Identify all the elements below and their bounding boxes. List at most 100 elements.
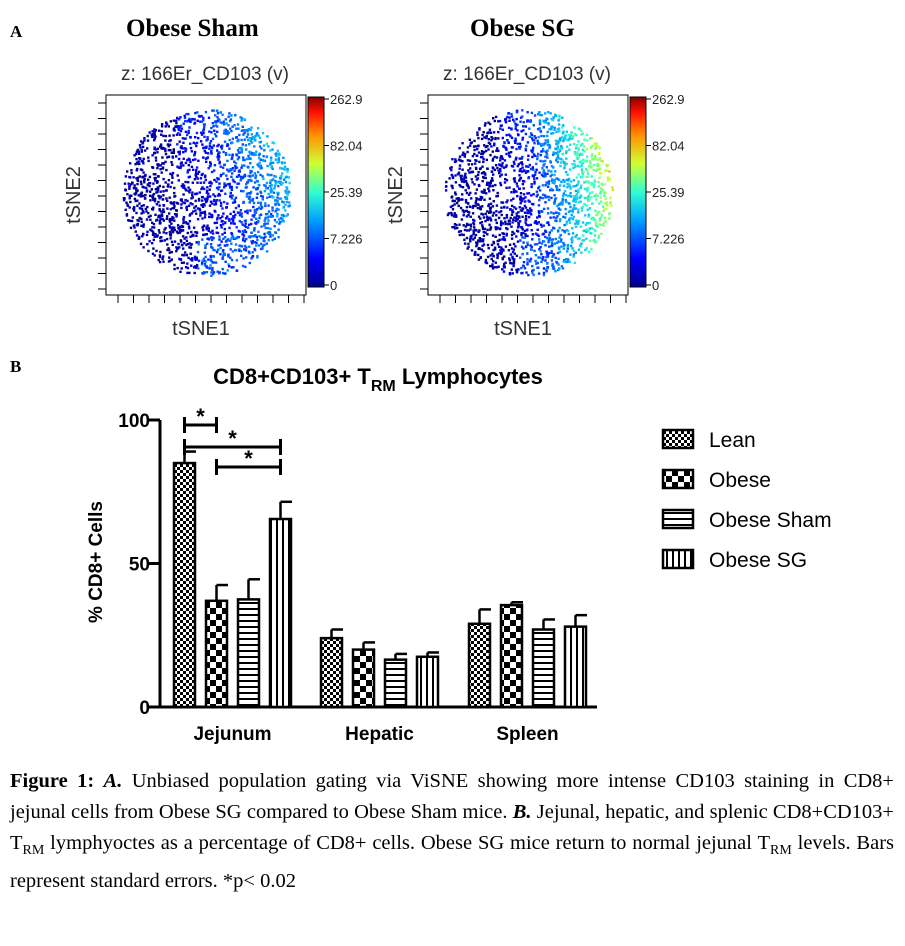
tsne-point xyxy=(168,217,172,221)
tsne-point xyxy=(200,131,203,134)
tsne-point xyxy=(178,150,181,153)
tsne-point xyxy=(481,213,485,216)
tsne-point xyxy=(142,204,145,207)
bar xyxy=(531,628,556,709)
tsne-point xyxy=(223,129,226,132)
tsne-point xyxy=(182,217,185,221)
tsne-point xyxy=(256,187,260,190)
tsne-point xyxy=(138,207,142,210)
tsne-point xyxy=(192,210,195,213)
tsne-point xyxy=(267,145,270,148)
tsne-point xyxy=(593,218,596,222)
tsne-point xyxy=(588,227,591,230)
tsne-point xyxy=(261,131,265,135)
tsne-point xyxy=(546,130,549,134)
tsne-point xyxy=(572,215,575,219)
tsne-point xyxy=(216,231,220,235)
tsne-point xyxy=(451,158,454,161)
tsne-point xyxy=(219,201,223,205)
tsne-point xyxy=(230,185,233,189)
tsne-point xyxy=(141,145,145,149)
tsne-point xyxy=(483,176,486,180)
tsne-point xyxy=(284,191,288,194)
tsne-point xyxy=(231,201,235,204)
tsne-point xyxy=(243,164,246,167)
tsne-point xyxy=(474,145,477,148)
tsne-point xyxy=(172,203,176,206)
tsne-point xyxy=(558,219,562,223)
tsne-point xyxy=(453,199,457,203)
bar xyxy=(351,648,376,709)
bar xyxy=(204,599,229,709)
tsne-point xyxy=(134,191,138,195)
tsne-point xyxy=(146,147,149,150)
tsne-point xyxy=(478,229,481,232)
tsne-point xyxy=(167,125,170,128)
tsne-point xyxy=(250,137,253,140)
tsne-point xyxy=(509,261,512,265)
tsne-point xyxy=(489,181,492,184)
tsne-point xyxy=(153,226,156,229)
tsne-point xyxy=(544,235,547,239)
tsne-point xyxy=(494,164,498,167)
tsne-point xyxy=(216,216,219,220)
bar xyxy=(415,655,440,709)
tsne-point xyxy=(196,111,199,114)
tsne-point xyxy=(238,147,241,150)
tsne-point xyxy=(608,212,612,215)
tsne-point xyxy=(184,130,188,134)
tsne-point xyxy=(201,143,204,146)
tsne-point xyxy=(515,111,519,114)
tsne-point xyxy=(250,240,253,243)
tsne-point xyxy=(242,158,245,162)
tsne-point xyxy=(592,227,595,231)
tsne-point xyxy=(498,238,501,241)
tsne-point xyxy=(139,146,142,149)
tsne-point xyxy=(194,205,198,208)
tsne-point xyxy=(480,239,483,243)
tsne-point xyxy=(512,262,516,265)
tsne-point xyxy=(197,199,201,202)
tsne-point xyxy=(454,160,458,163)
tsne-point xyxy=(247,128,251,131)
tsne-point xyxy=(579,200,582,203)
tsne-point xyxy=(150,188,153,191)
tsne-point xyxy=(247,235,251,238)
tsne-point xyxy=(216,130,219,133)
tsne-point xyxy=(162,194,165,197)
tsne-point xyxy=(278,181,281,185)
tsne-point xyxy=(223,227,226,231)
tsne-point xyxy=(542,135,546,138)
tsne-point xyxy=(160,125,164,128)
tsne-point xyxy=(236,158,240,161)
tsne-point xyxy=(542,164,545,167)
tsne-point xyxy=(230,258,234,262)
tsne-point xyxy=(282,178,286,181)
tsne-point xyxy=(496,256,499,260)
tsne-point xyxy=(529,260,532,263)
tsne-point xyxy=(210,170,214,174)
tsne-point xyxy=(173,226,176,229)
tsne-point xyxy=(550,165,554,168)
tsne-point xyxy=(180,147,183,150)
tsne-point xyxy=(269,161,272,165)
tsne-point xyxy=(478,184,481,188)
tsne-point xyxy=(241,125,244,128)
tsne-point xyxy=(221,121,224,125)
tsne-point xyxy=(552,212,555,215)
tsne-point xyxy=(526,192,529,195)
tsne-point xyxy=(251,255,255,258)
tsne-point xyxy=(284,196,287,199)
tsne-point xyxy=(215,180,218,183)
tsne-point xyxy=(604,197,607,201)
tsne-point xyxy=(506,115,509,119)
tsne-point xyxy=(244,144,248,147)
tsne-point xyxy=(204,246,207,250)
tsne-point xyxy=(550,187,553,190)
tsne-point xyxy=(216,149,219,152)
tsne-point xyxy=(269,189,272,192)
tsne-point xyxy=(197,243,200,246)
tsne-point xyxy=(532,273,535,277)
tsne-point xyxy=(459,185,462,188)
tsne-point xyxy=(203,123,206,126)
